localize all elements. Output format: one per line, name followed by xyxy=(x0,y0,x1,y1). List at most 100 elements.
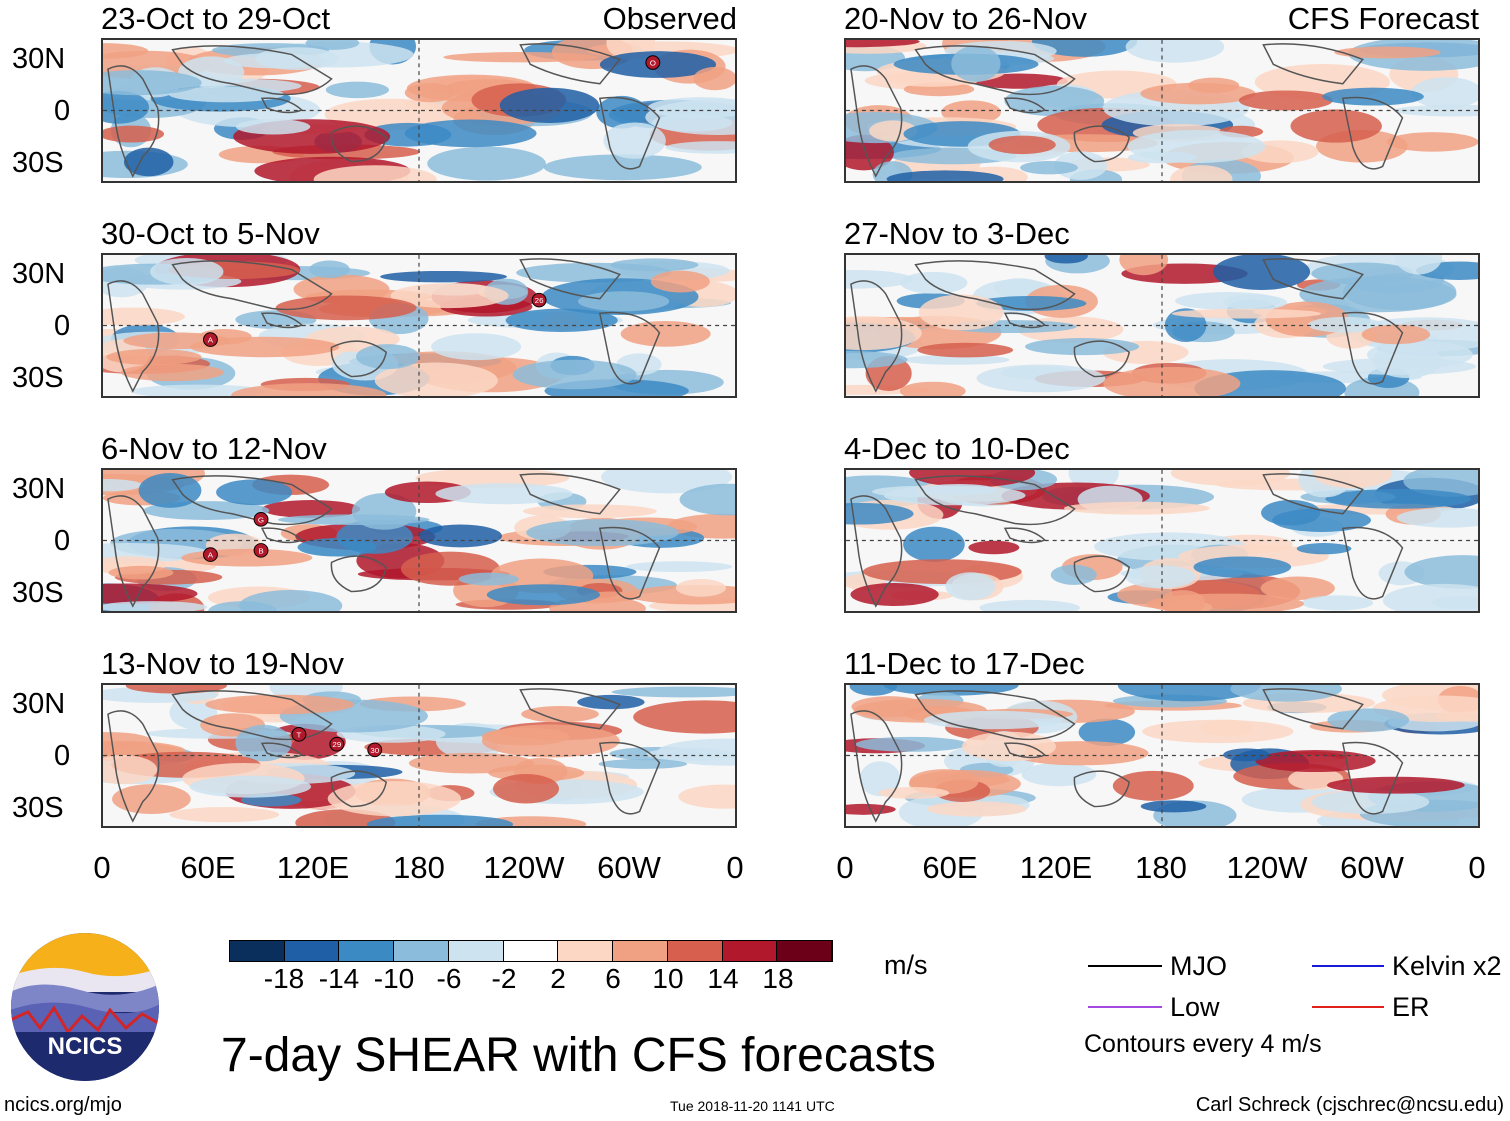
legend-line-low xyxy=(1088,1006,1162,1008)
storm-marker: O xyxy=(645,55,661,70)
x-tick-label: 60W xyxy=(1340,850,1404,885)
x-tick-label: 120W xyxy=(483,850,565,885)
storm-label: 26 xyxy=(535,296,544,305)
storm-label: A xyxy=(208,551,214,560)
legend-line-er xyxy=(1312,1006,1384,1008)
x-tick-label: 0 xyxy=(1468,850,1486,885)
colorbar-label: 14 xyxy=(707,963,739,994)
panel-title: 13-Nov to 19-Nov xyxy=(101,646,344,681)
panel-title: 6-Nov to 12-Nov xyxy=(101,431,327,466)
storm-label: O xyxy=(650,59,656,68)
y-tick-label: 30S xyxy=(12,362,64,394)
colorbar-label: -6 xyxy=(436,963,462,994)
legend-label: Low xyxy=(1170,992,1220,1022)
colorbar-swatch xyxy=(777,941,833,961)
x-tick-label: 60E xyxy=(922,850,978,885)
storm-label: A xyxy=(208,336,214,345)
colorbar-label: -10 xyxy=(373,963,415,994)
x-tick-label: 60E xyxy=(180,850,236,885)
panel-title: 11-Dec to 17-Dec xyxy=(844,646,1085,681)
shear-map: O xyxy=(101,38,737,183)
panel-tag-observed: Observed xyxy=(602,1,737,36)
colorbar-swatch xyxy=(667,941,723,961)
shear-map xyxy=(844,38,1480,183)
colorbar-swatch xyxy=(339,941,395,961)
y-tick-label: 0 xyxy=(54,310,71,342)
storm-marker: 29 xyxy=(329,736,345,752)
footer-author: Carl Schreck (cjschrec@ncsu.edu) xyxy=(1195,1094,1504,1116)
colorbar-label: -18 xyxy=(263,963,305,994)
storm-label: 29 xyxy=(332,740,341,749)
logo-text: NCICS xyxy=(48,1033,123,1060)
x-tick-label: 180 xyxy=(393,850,445,885)
colorbar-unit: m/s xyxy=(884,950,928,980)
colorbar-label: -14 xyxy=(318,963,360,994)
colorbar-label: 18 xyxy=(762,963,794,994)
y-tick-label: 30N xyxy=(12,473,66,505)
colorbar-swatch xyxy=(613,941,668,961)
shear-map xyxy=(844,253,1480,398)
y-tick-label: 30S xyxy=(12,792,64,824)
legend-label: Kelvin x2 xyxy=(1392,951,1502,981)
storm-marker: G xyxy=(253,512,269,527)
shear-map: A 26 xyxy=(101,253,737,398)
y-tick-label: 30N xyxy=(12,258,66,290)
footer-url[interactable]: ncics.org/mjo xyxy=(4,1094,122,1116)
storm-marker: A xyxy=(202,547,218,562)
storm-marker: 26 xyxy=(531,292,547,308)
colorbar-swatch xyxy=(448,941,504,961)
storm-marker: T xyxy=(291,727,307,742)
shear-map xyxy=(844,468,1480,613)
legend-label: ER xyxy=(1392,992,1430,1022)
y-tick-label: 30S xyxy=(12,147,64,179)
ncics-logo: NCICS xyxy=(10,932,160,1082)
shear-map xyxy=(844,683,1480,828)
panel-title: 23-Oct to 29-Oct xyxy=(101,1,331,36)
legend-line-kelvin xyxy=(1312,965,1384,967)
storm-label: B xyxy=(258,546,263,555)
x-tick-label: 0 xyxy=(93,850,111,885)
panel-title: 27-Nov to 3-Dec xyxy=(844,216,1070,251)
colorbar-label: 6 xyxy=(605,963,621,994)
storm-label: T xyxy=(296,730,301,739)
contours-note: Contours every 4 m/s xyxy=(1084,1030,1322,1058)
shear-map: T 29 30 xyxy=(101,683,737,828)
colorbar-swatch xyxy=(558,941,614,961)
shear-map: G A B xyxy=(101,468,737,613)
panel-title: 20-Nov to 26-Nov xyxy=(844,1,1087,36)
colorbar-label: 2 xyxy=(550,963,566,994)
y-tick-label: 30S xyxy=(12,577,64,609)
y-tick-label: 30N xyxy=(12,43,66,75)
colorbar-label: -2 xyxy=(491,963,517,994)
x-tick-label: 180 xyxy=(1135,850,1187,885)
main-title: 7-day SHEAR with CFS forecasts xyxy=(221,1029,936,1082)
x-tick-label: 60W xyxy=(597,850,661,885)
colorbar-swatches xyxy=(229,940,833,962)
panel-title: 30-Oct to 5-Nov xyxy=(101,216,320,251)
x-tick-label: 0 xyxy=(726,850,744,885)
storm-marker: A xyxy=(202,332,218,347)
colorbar-swatch xyxy=(230,941,285,961)
x-tick-label: 120E xyxy=(276,850,350,885)
colorbar-swatch xyxy=(284,941,340,961)
y-tick-label: 30N xyxy=(12,688,66,720)
panel-title: 4-Dec to 10-Dec xyxy=(844,431,1070,466)
x-tick-label: 120E xyxy=(1019,850,1093,885)
legend-line-mjo xyxy=(1088,965,1162,967)
x-tick-label: 120W xyxy=(1226,850,1308,885)
storm-marker: 30 xyxy=(367,742,383,758)
panel-tag-forecast: CFS Forecast xyxy=(1287,1,1479,36)
colorbar-swatch xyxy=(394,941,449,961)
footer-timestamp: Tue 2018-11-20 1141 UTC xyxy=(670,1098,835,1114)
y-tick-label: 0 xyxy=(54,740,71,772)
colorbar-label: 10 xyxy=(652,963,684,994)
legend-label: MJO xyxy=(1170,951,1227,981)
storm-label: G xyxy=(258,515,264,524)
colorbar-swatch xyxy=(503,941,559,961)
y-tick-label: 0 xyxy=(54,525,71,557)
storm-label: 30 xyxy=(370,746,379,755)
colorbar-swatch xyxy=(722,941,778,961)
x-tick-label: 0 xyxy=(836,850,854,885)
storm-marker: B xyxy=(253,543,269,558)
y-tick-label: 0 xyxy=(54,95,71,127)
